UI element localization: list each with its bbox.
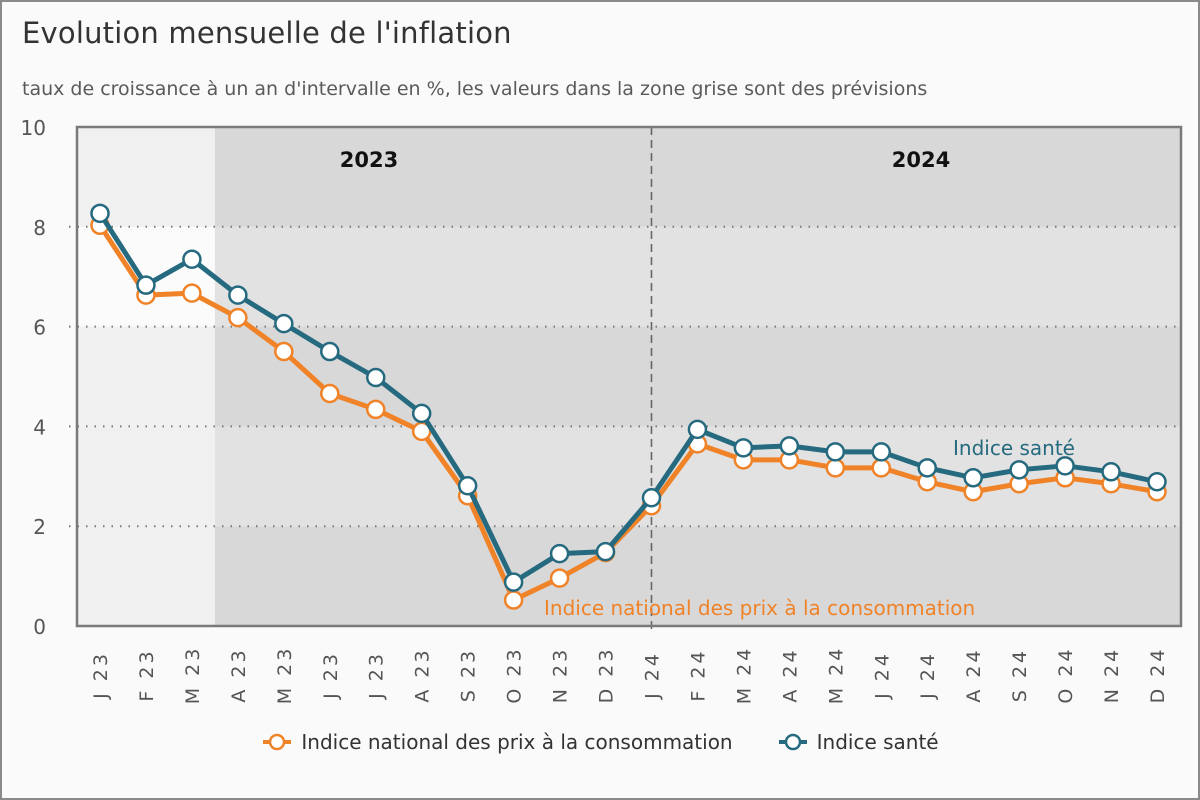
inline-label-sante: Indice santé: [953, 436, 1075, 460]
data-point-sante[interactable]: [503, 572, 524, 592]
x-tick-label: J 23: [366, 651, 388, 700]
plot-border: [75, 125, 1183, 628]
y-tick-label: 10: [21, 116, 46, 140]
observed-band: [77, 426, 215, 527]
legend-item-sante[interactable]: Indice santé: [777, 730, 939, 754]
data-point-sante[interactable]: [779, 436, 800, 456]
x-tick-label: J 24: [871, 651, 893, 700]
data-point-sante[interactable]: [871, 442, 892, 462]
data-point-inpc[interactable]: [320, 383, 340, 404]
data-point-inpc[interactable]: [228, 307, 248, 328]
x-tick-label: J 24: [641, 651, 663, 700]
data-point-sante[interactable]: [90, 203, 110, 224]
x-tick-label: S 24: [1009, 648, 1031, 702]
x-tick-label: N 24: [1101, 647, 1123, 703]
x-tick-label: S 23: [458, 648, 480, 702]
data-point-sante[interactable]: [1009, 460, 1029, 480]
forecast-band: [214, 127, 1182, 227]
data-point-sante[interactable]: [963, 468, 983, 488]
data-point-sante[interactable]: [825, 442, 846, 462]
data-point-inpc[interactable]: [503, 590, 524, 610]
legend-marker-inpc-icon: [263, 733, 292, 751]
x-tick-label: O 23: [504, 646, 526, 703]
x-tick-label: A 24: [963, 647, 985, 702]
x-tick-label: M 23: [274, 646, 296, 705]
data-point-sante[interactable]: [549, 543, 570, 564]
y-tick-label: 6: [33, 316, 46, 340]
x-tick-label: M 24: [825, 646, 847, 705]
observed-band: [77, 526, 215, 626]
y-tick-label: 2: [33, 515, 46, 539]
data-point-inpc[interactable]: [871, 458, 892, 478]
year-label: 2024: [892, 148, 950, 172]
x-tick-label: A 23: [412, 647, 434, 702]
data-point-sante[interactable]: [1147, 472, 1167, 492]
chart-title: Evolution mensuelle de l'inflation: [22, 16, 512, 50]
data-point-inpc[interactable]: [825, 458, 846, 478]
chart-subtitle: taux de croissance à un an d'intervalle …: [22, 78, 928, 100]
x-tick-label: J 24: [917, 651, 939, 700]
data-point-sante[interactable]: [365, 367, 386, 388]
x-tick-label: A 23: [228, 647, 250, 702]
legend-item-inpc[interactable]: Indice national des prix à la consommati…: [261, 730, 733, 754]
data-point-sante[interactable]: [1055, 456, 1075, 476]
forecast-band: [214, 526, 1182, 626]
x-tick-label: F 24: [687, 648, 709, 701]
legend-label-sante: Indice santé: [816, 730, 939, 754]
data-point-sante[interactable]: [411, 403, 432, 424]
observed-band: [77, 326, 215, 427]
year-label: 2023: [340, 148, 398, 172]
data-point-inpc[interactable]: [274, 341, 294, 362]
legend-marker-sante-icon: [778, 733, 807, 751]
y-tick-label: 4: [33, 415, 46, 439]
data-point-sante[interactable]: [228, 285, 248, 305]
forecast-band: [214, 326, 1182, 427]
inline-label-inpc: Indice national des prix à la consommati…: [544, 596, 975, 620]
data-point-sante[interactable]: [274, 313, 294, 334]
x-tick-label: F 23: [136, 648, 158, 701]
legend: Indice national des prix à la consommati…: [0, 730, 1200, 754]
x-tick-label: J 23: [320, 651, 342, 700]
legend-label-inpc: Indice national des prix à la consommati…: [301, 730, 733, 754]
data-point-sante[interactable]: [917, 458, 937, 478]
x-tick-label: N 23: [550, 647, 572, 703]
data-point-inpc[interactable]: [182, 283, 202, 303]
x-tick-label: M 24: [733, 646, 755, 705]
data-point-sante[interactable]: [595, 541, 616, 562]
x-tick-label: A 24: [779, 647, 801, 702]
data-point-sante[interactable]: [733, 438, 754, 458]
data-point-inpc[interactable]: [549, 568, 570, 588]
x-tick-label: J 23: [90, 651, 112, 700]
x-tick-label: O 24: [1055, 646, 1077, 703]
x-tick-label: D 23: [596, 647, 618, 704]
data-point-sante[interactable]: [687, 419, 708, 440]
data-point-sante[interactable]: [320, 341, 340, 362]
y-tick-label: 0: [33, 615, 46, 639]
data-point-sante[interactable]: [641, 488, 662, 508]
data-point-sante[interactable]: [457, 476, 478, 496]
data-point-sante[interactable]: [136, 275, 156, 295]
data-point-sante[interactable]: [1101, 462, 1121, 482]
data-point-sante[interactable]: [182, 249, 202, 269]
data-point-inpc[interactable]: [365, 399, 386, 420]
x-tick-label: M 23: [182, 646, 204, 705]
forecast-band: [214, 226, 1182, 327]
x-tick-label: D 24: [1147, 647, 1169, 704]
y-tick-label: 8: [33, 216, 46, 240]
